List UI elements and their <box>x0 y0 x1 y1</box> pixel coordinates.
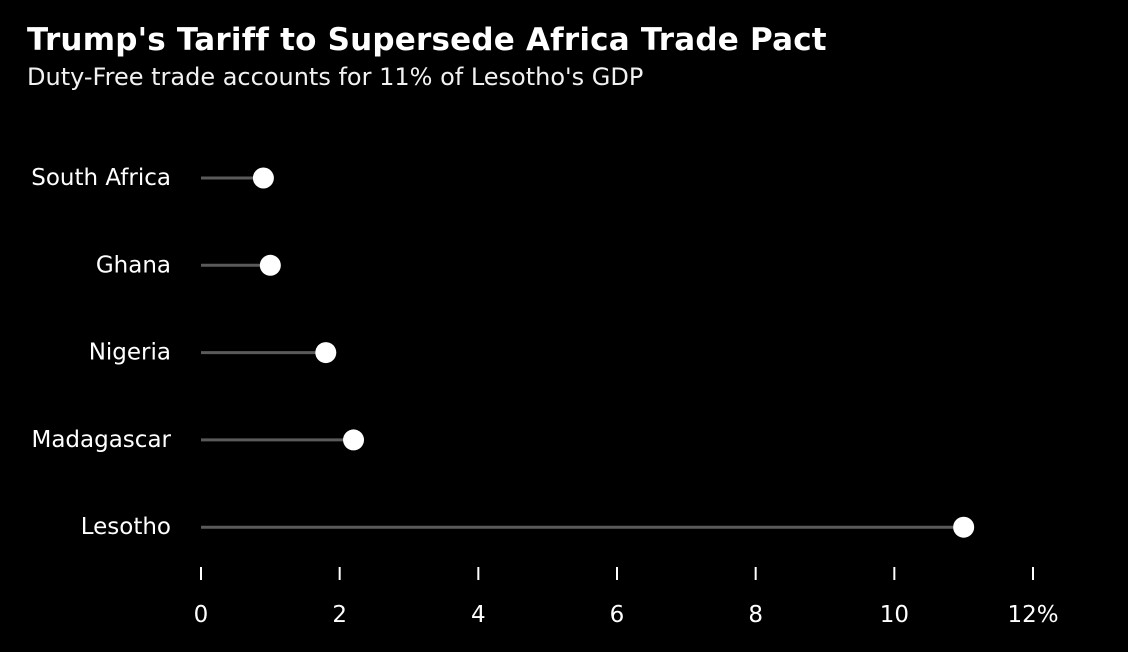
dot-lesotho <box>953 516 975 538</box>
category-label: Lesotho <box>81 514 171 540</box>
chart-title: Trump's Tariff to Supersede Africa Trade… <box>27 22 827 58</box>
x-tick-label: 6 <box>610 602 625 628</box>
category-labels-group: South Africa Ghana Nigeria Madagascar Lesoth… <box>31 165 171 540</box>
x-axis-tick-labels-group: 0 2 4 6 8 10 12% <box>194 602 1059 628</box>
category-label: Madagascar <box>31 427 171 453</box>
chart-subtitle: Duty-Free trade accounts for 11% of Leso… <box>27 63 644 91</box>
x-axis-ticks-group <box>200 567 1034 580</box>
dot-madagascar <box>343 429 365 451</box>
dot-ghana <box>259 254 281 276</box>
x-tick-label: 4 <box>471 602 486 628</box>
x-tick-label: 0 <box>194 602 209 628</box>
category-label: Ghana <box>96 252 171 278</box>
dots-group <box>252 167 975 538</box>
x-tick-label: 8 <box>748 602 763 628</box>
category-label: Nigeria <box>89 340 171 366</box>
x-tick-label: 2 <box>332 602 347 628</box>
dot-nigeria <box>315 342 337 364</box>
stems-group <box>201 176 964 529</box>
x-tick-label: 12% <box>1007 602 1058 628</box>
x-tick-label: 10 <box>880 602 909 628</box>
category-label: South Africa <box>31 165 171 191</box>
dot-south-africa <box>252 167 274 189</box>
